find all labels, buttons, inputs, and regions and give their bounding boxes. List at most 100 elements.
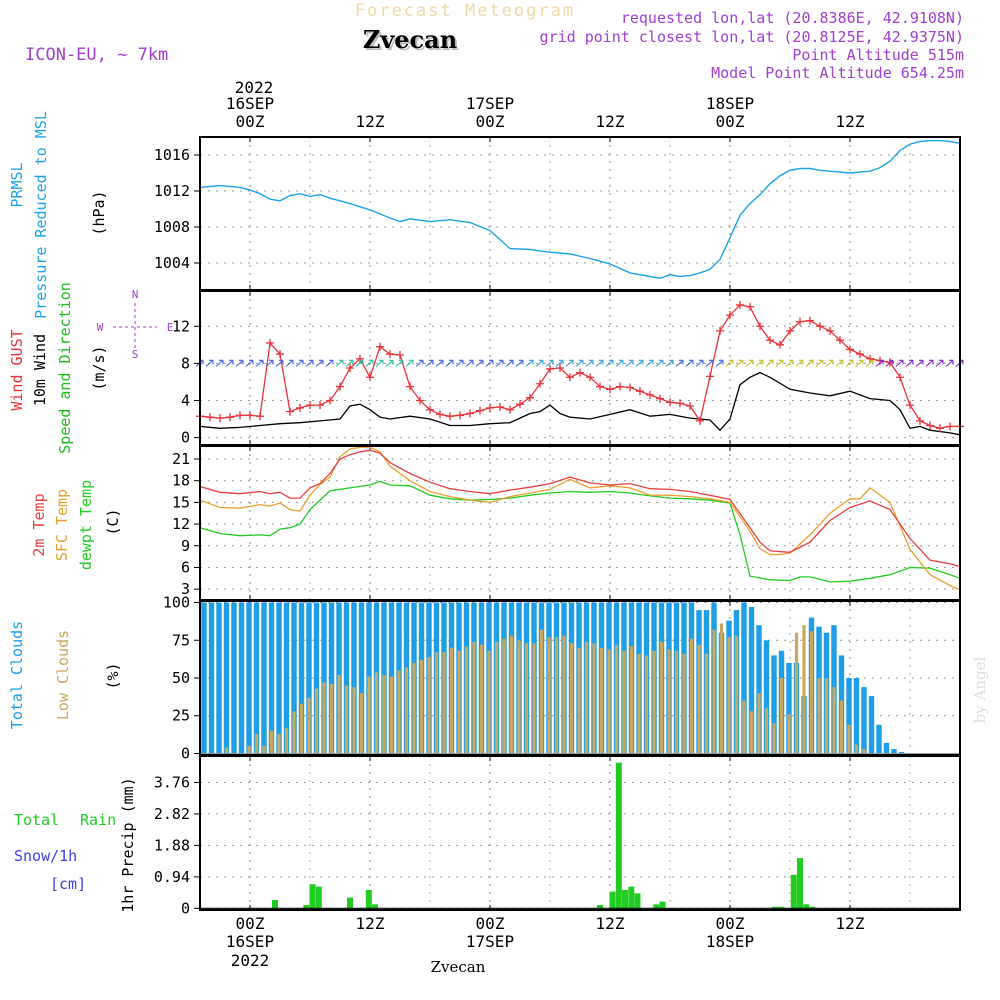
low-cloud-bar — [614, 644, 619, 754]
gust-marker — [756, 322, 764, 331]
low-cloud-bar — [637, 653, 641, 754]
gust-marker — [396, 351, 404, 360]
low-cloud-bar — [442, 652, 446, 754]
wind-arrow — [235, 359, 244, 367]
temp2m-line — [199, 449, 961, 568]
wind-arrow — [365, 359, 374, 367]
low-cloud-bar — [689, 638, 694, 754]
bottom-hour-label: 00Z — [236, 914, 265, 933]
low-cloud-bar — [839, 700, 844, 754]
wind-arrow — [445, 359, 454, 367]
y-tick-label: 21 — [172, 450, 190, 468]
gust-marker — [236, 411, 244, 420]
wind-arrow — [785, 359, 794, 367]
wind-arrow — [205, 359, 214, 367]
low-cloud-bar — [434, 652, 439, 754]
wind-arrow — [535, 359, 544, 367]
rain-bar — [309, 884, 316, 909]
point-altitude: Point Altitude 515m — [792, 46, 964, 64]
low-cloud-bar — [337, 675, 341, 754]
wind-arrow — [795, 359, 804, 367]
y-tick-label: 0 — [181, 744, 190, 762]
requested-coords: requested lon,lat (20.8386E, 42.9108N) — [621, 9, 964, 27]
gust-marker — [366, 373, 374, 382]
low-cloud-bar — [719, 623, 724, 754]
chart-title: Forecast Meteogram — [355, 1, 575, 21]
low-cloud-bar — [577, 647, 581, 754]
wind-arrow — [355, 359, 364, 367]
total-cloud-bar — [748, 607, 755, 754]
gust-label: Wind GUST — [8, 329, 26, 410]
total-cloud-bar — [253, 602, 260, 754]
total-cloud-bar — [268, 602, 275, 754]
panels: 1004 1008 1012 1016 0 4 8 12 3 6 9 12 15 18 21 0 25 50 75 1… — [154, 136, 964, 917]
wind-arrow — [635, 359, 644, 367]
rain-bar — [622, 889, 628, 909]
y-tick-label: 50 — [172, 669, 190, 687]
y-tick-label: 18 — [172, 472, 190, 490]
low-cloud-bar — [532, 643, 536, 754]
wind-arrow — [225, 359, 234, 367]
low-cloud-bar — [622, 650, 626, 754]
top-hour-label: 12Z — [836, 112, 865, 131]
low-cloud-bar — [277, 733, 281, 754]
wind-arrow — [455, 359, 464, 367]
low-cloud-bar — [817, 678, 821, 754]
gust-marker — [256, 412, 264, 421]
low-cloud-bar — [802, 625, 806, 754]
wind-arrow — [465, 359, 474, 367]
wind-arrow — [645, 359, 654, 367]
low-cloud-bar — [854, 744, 859, 754]
low-cloud-bar — [794, 632, 799, 754]
low-cloud-bar — [472, 641, 476, 754]
footer-location: Zvecan — [431, 958, 486, 976]
gust-marker — [906, 401, 914, 410]
wind-arrow — [315, 359, 324, 367]
wind-arrow — [515, 359, 524, 367]
rain-bar — [772, 906, 778, 909]
rain-bar — [615, 762, 622, 909]
rain-bar — [803, 904, 810, 909]
gust-marker — [356, 354, 364, 363]
wind-arrow — [815, 359, 824, 367]
low-cloud-bar — [772, 723, 776, 754]
total-cloud-bar — [343, 602, 350, 754]
low-cloud-bar — [629, 646, 634, 754]
total-cloud-bar — [261, 602, 267, 754]
total-cloud-bar — [853, 678, 860, 754]
wind-arrow — [855, 359, 864, 367]
low-cloud-bar — [674, 650, 679, 754]
top-hour-label: 00Z — [476, 112, 505, 131]
panel-frame — [199, 136, 961, 291]
y-tick-label: 12 — [172, 515, 190, 533]
gust-marker — [346, 364, 354, 372]
gust-marker — [676, 399, 684, 408]
low-cloud-bar — [224, 747, 229, 754]
total-cloud-bar — [216, 602, 222, 754]
low-cloud-bar — [517, 640, 521, 754]
rain-label: Rain — [80, 811, 116, 829]
gust-marker — [836, 336, 844, 345]
low-cloud-bar — [757, 693, 761, 754]
wind-arrow — [255, 359, 264, 367]
wind-arrow — [385, 359, 394, 367]
wind-arrow — [585, 359, 594, 367]
y-tick-label: 0.94 — [154, 868, 190, 886]
location-title: Zvecan — [363, 25, 457, 54]
low-cloud-bar — [592, 643, 596, 754]
rain-bar — [272, 900, 278, 909]
y-tick-label: 75 — [172, 631, 190, 649]
bottom-hour-label: 12Z — [596, 914, 625, 933]
gust-marker — [846, 345, 854, 354]
low-cloud-bar — [832, 687, 836, 754]
gust-marker — [576, 368, 584, 377]
wind-arrow — [295, 359, 304, 367]
rain-bar — [347, 897, 353, 909]
rain-bar — [303, 905, 310, 909]
gust-marker — [426, 405, 434, 414]
gust-marker — [536, 379, 544, 388]
dewpt-line — [199, 480, 961, 583]
rain-bar — [597, 905, 603, 909]
credit-text: by Angel — [971, 656, 989, 723]
rain-bar — [778, 906, 785, 909]
